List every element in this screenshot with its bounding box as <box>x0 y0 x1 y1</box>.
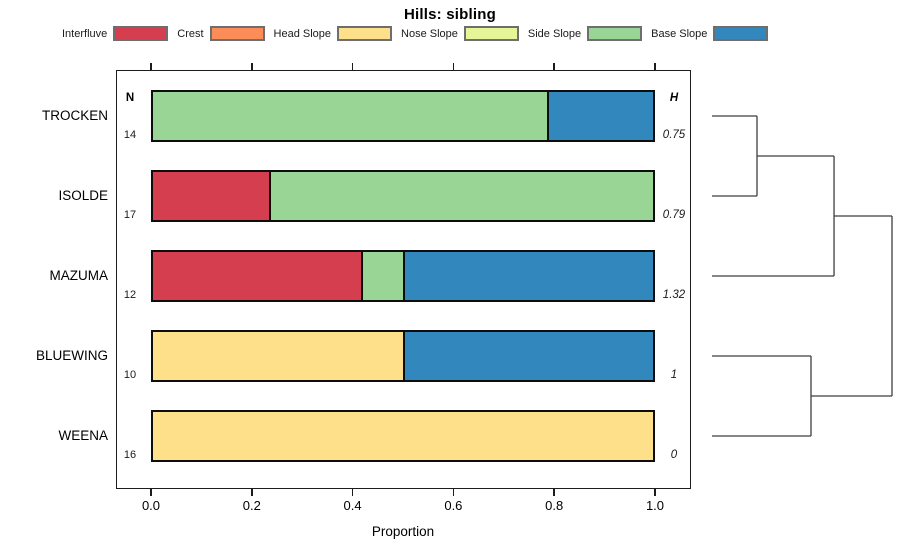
stacked-bar <box>151 170 655 222</box>
stacked-bar <box>151 410 655 462</box>
legend-label: Interfluve <box>62 27 108 40</box>
x-tick-top <box>553 63 555 70</box>
h-value: 0 <box>670 449 678 461</box>
legend-item: Nose Slope <box>401 26 519 41</box>
bar-segment <box>402 250 655 302</box>
legend-item: Interfluve <box>62 26 169 41</box>
bar-segment <box>269 170 655 222</box>
stacked-bar <box>151 330 655 382</box>
row-label: BLUEWING <box>35 348 108 363</box>
x-tick-bottom <box>654 489 656 496</box>
h-column-header: H <box>669 92 679 104</box>
legend-label: Base Slope <box>651 27 708 40</box>
bar-segment <box>403 330 655 382</box>
x-tick-bottom <box>150 489 152 496</box>
legend-swatch <box>463 26 519 41</box>
stacked-bar <box>151 250 655 302</box>
legend: Interfluve Crest Head Slope Nose Slope Side … <box>62 25 769 42</box>
x-tick-label: 0.8 <box>545 498 564 513</box>
x-tick-bottom <box>452 489 455 496</box>
row-label: WEENA <box>58 428 108 443</box>
n-value: 14 <box>123 129 137 141</box>
legend-label: Head Slope <box>273 27 332 40</box>
row-label: MAZUMA <box>49 268 109 283</box>
legend-swatch <box>337 26 393 41</box>
bar-segment <box>361 250 403 302</box>
x-axis-label: Proportion <box>371 524 435 539</box>
n-value: 17 <box>123 209 137 221</box>
bar-segment <box>151 170 270 222</box>
x-tick-top <box>251 63 253 70</box>
x-tick-top <box>452 63 455 70</box>
legend-swatch <box>587 26 643 41</box>
plot-frame <box>116 70 691 489</box>
h-value: 0.75 <box>662 129 686 141</box>
h-value: 1 <box>670 369 678 381</box>
bar-segment <box>151 250 362 302</box>
legend-label: Crest <box>177 27 204 40</box>
bar-segment <box>151 410 655 462</box>
stacked-bar <box>151 90 655 142</box>
legend-item: Base Slope <box>651 26 769 41</box>
x-tick-bottom <box>553 489 555 496</box>
legend-item: Crest <box>177 26 265 41</box>
x-tick-label: 0.6 <box>444 498 463 513</box>
h-value: 0.79 <box>662 209 686 221</box>
bar-segment <box>151 330 403 382</box>
bar-segment <box>151 90 548 142</box>
n-value: 10 <box>123 369 137 381</box>
legend-swatch <box>209 26 265 41</box>
x-tick-top <box>150 63 152 70</box>
x-tick-top <box>654 63 656 70</box>
bar-segment <box>547 90 655 142</box>
chart-title: Hills: sibling <box>404 6 496 23</box>
x-tick-bottom <box>251 489 253 496</box>
legend-swatch <box>713 26 769 41</box>
row-label: TROCKEN <box>41 108 108 123</box>
legend-label: Nose Slope <box>401 27 458 40</box>
x-tick-label: 0.0 <box>141 498 161 513</box>
x-tick-top <box>351 63 354 70</box>
n-column-header: N <box>125 92 135 104</box>
x-tick-label: 0.2 <box>242 498 261 513</box>
legend-item: Head Slope <box>274 26 393 41</box>
legend-label: Side Slope <box>527 27 582 40</box>
legend-swatch <box>113 26 169 41</box>
n-value: 16 <box>123 449 137 461</box>
x-tick-label: 0.4 <box>343 498 362 513</box>
legend-item: Side Slope <box>527 26 643 41</box>
x-tick-label: 1.0 <box>645 498 665 513</box>
x-tick-bottom <box>351 489 354 496</box>
n-value: 12 <box>123 289 137 301</box>
h-value: 1.32 <box>662 289 686 301</box>
row-label: ISOLDE <box>58 188 108 203</box>
